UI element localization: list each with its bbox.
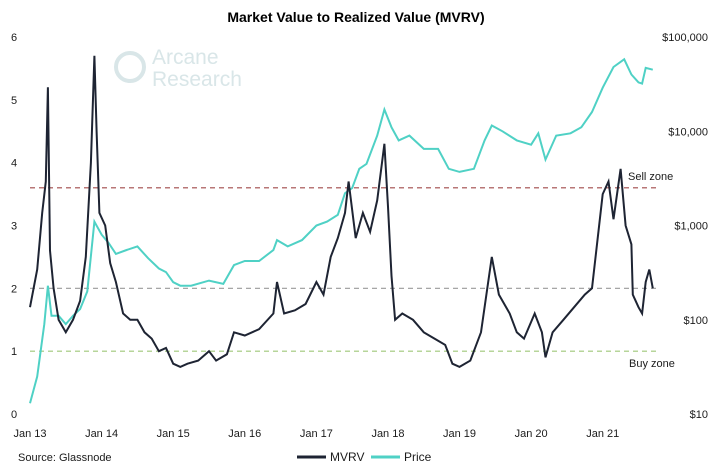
right-axis-ticks: $10 $100 $1,000 $10,000 $100,000 bbox=[662, 32, 708, 421]
left-tick-label: 2 bbox=[11, 283, 17, 295]
x-tick-label: Jan 19 bbox=[443, 428, 476, 440]
right-tick-label: $100 bbox=[684, 315, 708, 327]
legend: MVRV Price bbox=[297, 450, 432, 464]
right-tick-label: $100,000 bbox=[662, 32, 708, 44]
x-tick-label: Jan 15 bbox=[157, 428, 190, 440]
reference-lines bbox=[30, 187, 660, 352]
x-tick-label: Jan 21 bbox=[586, 428, 619, 440]
x-tick-label: Jan 17 bbox=[300, 428, 333, 440]
x-tick-label: Jan 18 bbox=[371, 428, 404, 440]
legend-price-label: Price bbox=[404, 450, 432, 464]
watermark-icon bbox=[114, 51, 146, 83]
left-tick-label: 1 bbox=[11, 346, 17, 358]
mvrv-series-line bbox=[29, 55, 654, 369]
right-tick-label: $10,000 bbox=[668, 126, 708, 138]
chart-title: Market Value to Realized Value (MVRV) bbox=[227, 9, 484, 25]
x-tick-label: Jan 13 bbox=[13, 428, 46, 440]
left-tick-label: 3 bbox=[11, 221, 17, 233]
x-tick-label: Jan 14 bbox=[85, 428, 118, 440]
watermark-line-1: Arcane bbox=[152, 46, 219, 69]
buy-zone-label: Buy zone bbox=[629, 358, 675, 370]
price-series-line bbox=[29, 57, 654, 404]
watermark-line-2: Research bbox=[152, 68, 242, 91]
legend-mvrv-label: MVRV bbox=[330, 450, 364, 464]
sell-zone-label: Sell zone bbox=[628, 171, 673, 183]
watermark-logo: Arcane Research bbox=[114, 46, 242, 91]
x-axis-ticks: Jan 13 Jan 14 Jan 15 Jan 16 Jan 17 Jan 18 Jan … bbox=[13, 428, 619, 440]
x-tick-label: Jan 20 bbox=[515, 428, 548, 440]
right-tick-label: $1,000 bbox=[674, 221, 708, 233]
left-tick-label: 6 bbox=[11, 32, 17, 44]
source-note: Source: Glassnode bbox=[18, 452, 112, 464]
x-tick-label: Jan 16 bbox=[228, 428, 261, 440]
right-tick-label: $10 bbox=[690, 409, 708, 421]
left-tick-label: 0 bbox=[11, 409, 17, 421]
left-axis-ticks: 0 1 2 3 4 5 6 bbox=[11, 32, 17, 421]
left-tick-label: 4 bbox=[11, 158, 17, 170]
left-tick-label: 5 bbox=[11, 95, 17, 107]
